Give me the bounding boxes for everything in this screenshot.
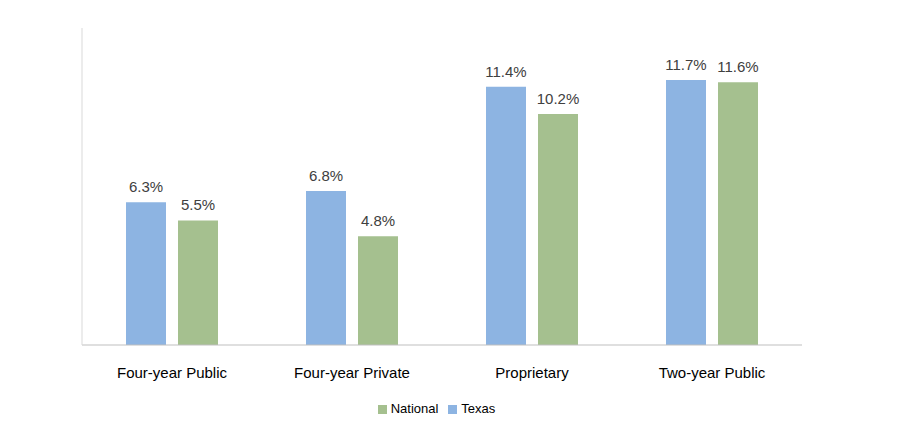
svg-text:5.5%: 5.5% bbox=[181, 196, 215, 213]
svg-text:6.3%: 6.3% bbox=[129, 178, 163, 195]
svg-text:Four-year Private: Four-year Private bbox=[294, 364, 410, 381]
svg-text:4.8%: 4.8% bbox=[361, 212, 395, 229]
svg-text:6.8%: 6.8% bbox=[309, 167, 343, 184]
html-text:National: National bbox=[390, 401, 439, 416]
svg-text:10.2%: 10.2% bbox=[537, 90, 580, 107]
svg-text:11.4%: 11.4% bbox=[485, 63, 526, 80]
svg-text:Four-year Public: Four-year Public bbox=[117, 364, 228, 381]
html-text:Texas: Texas bbox=[461, 401, 496, 416]
svg-text:11.7%: 11.7% bbox=[665, 56, 706, 73]
svg-text:Two-year Public: Two-year Public bbox=[659, 364, 766, 381]
svg-text:Proprietary: Proprietary bbox=[495, 364, 569, 381]
svg-text:11.6%: 11.6% bbox=[717, 58, 758, 75]
